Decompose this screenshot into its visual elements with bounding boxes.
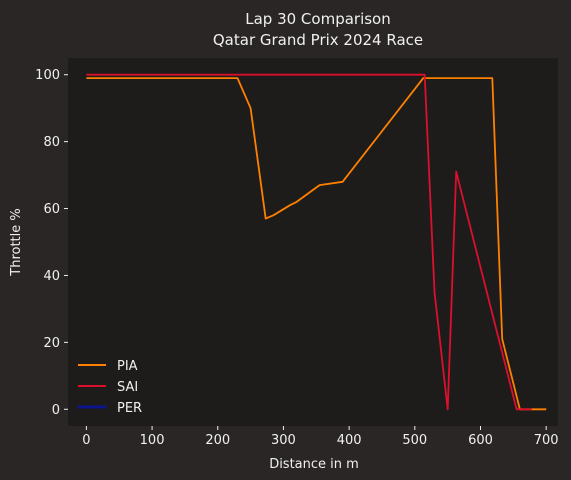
y-axis-ticks: 0 20 40 60 80 100 [35, 68, 68, 418]
y-tick-label: 100 [35, 68, 60, 83]
legend-box [72, 354, 154, 420]
legend-label-pia: PIA [117, 359, 138, 374]
chart-subtitle: Qatar Grand Prix 2024 Race [213, 31, 423, 49]
x-axis-ticks: 0 100 200 300 400 500 600 700 [82, 426, 559, 448]
series-layer [86, 73, 547, 411]
x-axis-label: Distance in m [269, 457, 359, 472]
y-axis-label: Throttle % [9, 208, 24, 276]
x-tick-label: 700 [534, 433, 559, 448]
x-tick-label: 0 [82, 433, 90, 448]
y-tick-label: 60 [43, 202, 60, 217]
x-tick-label: 600 [468, 433, 493, 448]
legend-label-sai: SAI [117, 380, 138, 395]
chart-title: Lap 30 Comparison [245, 10, 391, 28]
legend-label-per: PER [117, 401, 142, 416]
x-tick-label: 400 [337, 433, 362, 448]
x-tick-label: 300 [271, 433, 296, 448]
x-tick-label: 100 [140, 433, 165, 448]
series-line-pia [86, 77, 547, 411]
legend: PIA SAI PER [72, 354, 154, 420]
y-tick-label: 80 [43, 135, 60, 150]
y-tick-label: 20 [43, 336, 60, 351]
series-line-sai [86, 73, 532, 411]
x-tick-label: 200 [205, 433, 230, 448]
y-tick-label: 40 [43, 269, 60, 284]
x-tick-label: 500 [402, 433, 427, 448]
y-tick-label: 0 [52, 403, 60, 418]
